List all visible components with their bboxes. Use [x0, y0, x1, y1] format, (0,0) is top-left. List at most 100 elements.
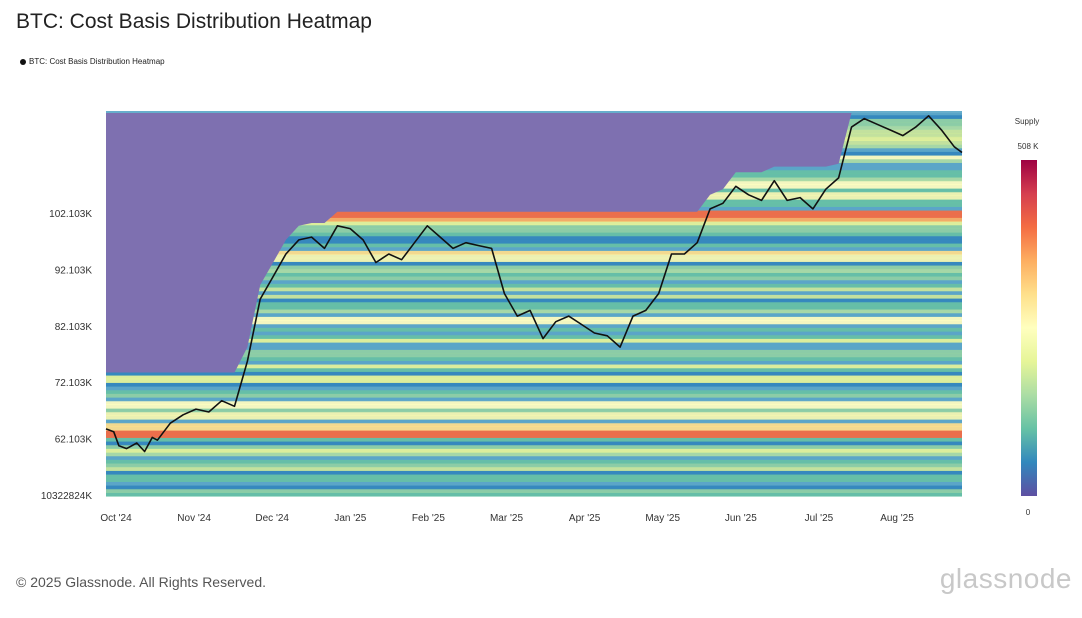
heatmap-band — [106, 382, 962, 387]
colorbar: Supply 508 K 0 — [1015, 117, 1039, 517]
heatmap-band — [106, 375, 962, 380]
heatmap-band — [106, 371, 962, 376]
x-tick-label: Oct '24 — [100, 513, 132, 524]
heatmap-band — [106, 477, 962, 482]
legend-label: BTC: Cost Basis Distribution Heatmap — [29, 57, 165, 66]
heatmap-band — [106, 239, 962, 244]
heatmap-band — [106, 265, 962, 270]
heatmap-band — [106, 283, 962, 288]
heatmap-band — [106, 213, 962, 218]
x-tick-label: Jul '25 — [805, 513, 834, 524]
heatmap-band — [106, 393, 962, 398]
heatmap-band — [106, 327, 962, 332]
heatmap-band — [106, 290, 962, 295]
heatmap-band — [106, 404, 962, 409]
y-tick-label: 82.103K — [55, 322, 93, 333]
heatmap-band — [106, 360, 962, 365]
legend-marker — [20, 58, 26, 65]
glassnode-watermark: glassnode — [939, 563, 1072, 594]
heatmap-band — [106, 323, 962, 328]
colorbar-min-label: 0 — [1026, 508, 1031, 517]
heatmap-band — [106, 353, 962, 358]
heatmap-band — [106, 349, 962, 354]
heatmap-band — [106, 430, 962, 435]
heatmap-band — [106, 408, 962, 413]
heatmap-band — [106, 466, 962, 471]
colorbar-gradient — [1021, 160, 1037, 496]
heatmap-band — [106, 312, 962, 317]
heatmap-band — [106, 235, 962, 240]
heatmap-band — [106, 448, 962, 453]
heatmap-band — [106, 364, 962, 369]
heatmap-band — [106, 342, 962, 347]
heatmap-band — [106, 455, 962, 460]
heatmap-band — [106, 250, 962, 255]
heatmap-band — [106, 254, 962, 259]
heatmap-band — [106, 338, 962, 343]
heatmap-band — [106, 301, 962, 306]
heatmap-band — [106, 437, 962, 442]
x-tick-label: Jan '25 — [334, 513, 366, 524]
heatmap-band — [106, 433, 962, 438]
heatmap-band — [106, 470, 962, 475]
heatmap-band — [106, 345, 962, 350]
heatmap-band — [106, 426, 962, 431]
x-tick-label: Aug '25 — [880, 513, 914, 524]
heatmap-band — [106, 367, 962, 372]
heatmap-band — [106, 356, 962, 361]
chart-title: BTC: Cost Basis Distribution Heatmap — [16, 10, 372, 33]
heatmap-band — [106, 272, 962, 277]
y-tick-label: 92.103K — [55, 265, 93, 276]
heatmap-band — [106, 217, 962, 222]
x-tick-label: Dec '24 — [255, 513, 289, 524]
x-tick-label: Nov '24 — [177, 513, 211, 524]
heatmap-band — [106, 320, 962, 325]
heatmap-band — [106, 309, 962, 314]
heatmap-band — [106, 386, 962, 391]
btc-price-line[interactable] — [105, 115, 963, 453]
heatmap-band — [106, 287, 962, 292]
heatmap-band — [106, 485, 962, 490]
heatmap-band — [106, 331, 962, 336]
x-tick-label: Feb '25 — [412, 513, 445, 524]
heatmap-band — [106, 411, 962, 416]
heatmap-band — [106, 441, 962, 446]
heatmap-band — [106, 334, 962, 339]
chart-legend[interactable]: BTC: Cost Basis Distribution Heatmap — [20, 57, 165, 66]
heatmap-band — [106, 419, 962, 424]
heatmap-band — [106, 243, 962, 248]
heatmap-band — [106, 224, 962, 229]
heatmap-band — [106, 279, 962, 284]
y-tick-label: 102.103K — [49, 209, 92, 220]
heatmap-band — [106, 397, 962, 402]
heatmap-band — [106, 228, 962, 233]
heatmap-band — [106, 389, 962, 394]
empty-region — [106, 113, 962, 373]
heatmap-band — [106, 488, 962, 493]
heatmap-band — [106, 459, 962, 464]
heatmap-band — [106, 481, 962, 486]
heatmap-band — [106, 246, 962, 251]
x-tick-label: Apr '25 — [569, 513, 601, 524]
heatmap-band — [106, 276, 962, 281]
heatmap-band — [106, 298, 962, 303]
y-tick-label: 10322824K — [41, 491, 92, 502]
heatmap-band — [106, 261, 962, 266]
colorbar-max-label: 508 K — [1018, 142, 1040, 151]
heatmap-band — [106, 444, 962, 449]
heatmap-band — [106, 257, 962, 262]
heatmap-band — [106, 463, 962, 468]
colorbar-title: Supply — [1015, 117, 1039, 126]
x-tick-label: Mar '25 — [490, 513, 523, 524]
heatmap-band — [106, 422, 962, 427]
x-tick-label: Jun '25 — [725, 513, 757, 524]
heatmap-band — [106, 400, 962, 405]
heatmap-band — [106, 492, 962, 497]
heatmap-band — [106, 294, 962, 299]
x-tick-label: May '25 — [645, 513, 680, 524]
heatmap-band — [106, 221, 962, 226]
heatmap-band — [106, 378, 962, 383]
heatmap-band — [106, 232, 962, 237]
y-tick-label: 62.103K — [55, 435, 93, 446]
